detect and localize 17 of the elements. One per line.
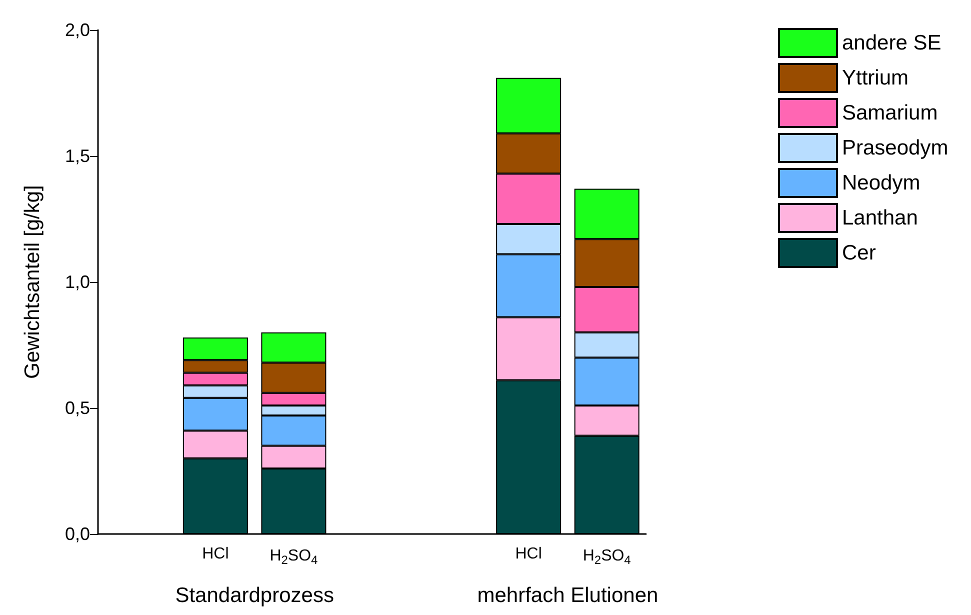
legend-label: andere SE <box>842 32 942 54</box>
x-tick-label: HCl <box>202 546 229 562</box>
legend-label: Neodym <box>842 172 920 194</box>
y-axis-title: Gewichtsanteil [g/kg] <box>21 185 44 379</box>
x-tick-label: HCl <box>515 546 542 562</box>
text: Standardprozess <box>175 584 334 607</box>
y-tick-label: 0,5 <box>64 398 90 418</box>
legend-label: Lanthan <box>842 206 918 230</box>
y-tick-label: 1,0 <box>64 272 90 292</box>
text: mehrfach Elutionen <box>477 584 658 607</box>
legend-label: Praseodym <box>842 136 948 160</box>
y-tick-label: 0,0 <box>64 524 90 544</box>
legend-label: Samarium <box>842 102 938 124</box>
legend-label: Yttrium <box>842 66 909 90</box>
y-tick-label: 2,0 <box>64 20 90 40</box>
legend-label: Cer <box>842 242 876 264</box>
y-tick-label: 1,5 <box>64 146 90 166</box>
